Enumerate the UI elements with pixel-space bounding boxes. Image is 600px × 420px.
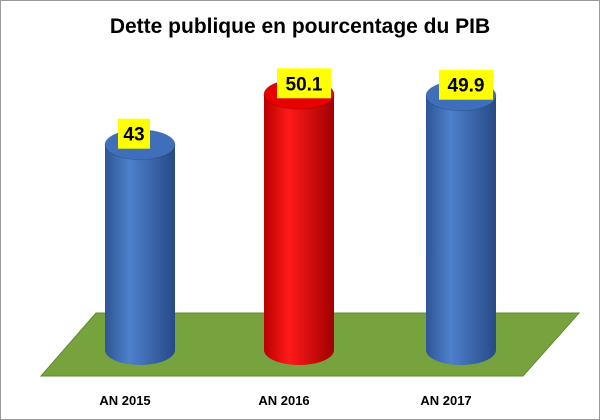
data-label-3: 49.9 — [439, 69, 493, 100]
x-tick-label-3: AN 2017 — [420, 393, 471, 408]
svg-text:43: 43 — [123, 125, 144, 146]
svg-text:49.9: 49.9 — [448, 76, 485, 97]
data-label-2: 50.1 — [277, 68, 331, 99]
chart-title: Dette publique en pourcentage du PIB — [109, 15, 491, 38]
bar-3 — [425, 80, 497, 366]
x-tick-label-2: AN 2016 — [258, 393, 309, 408]
svg-text:50.1: 50.1 — [286, 74, 323, 95]
data-label-1: 43 — [118, 118, 150, 149]
bar-2 — [263, 78, 335, 365]
x-tick-label-1: AN 2015 — [99, 393, 150, 408]
bar-1 — [104, 129, 176, 365]
